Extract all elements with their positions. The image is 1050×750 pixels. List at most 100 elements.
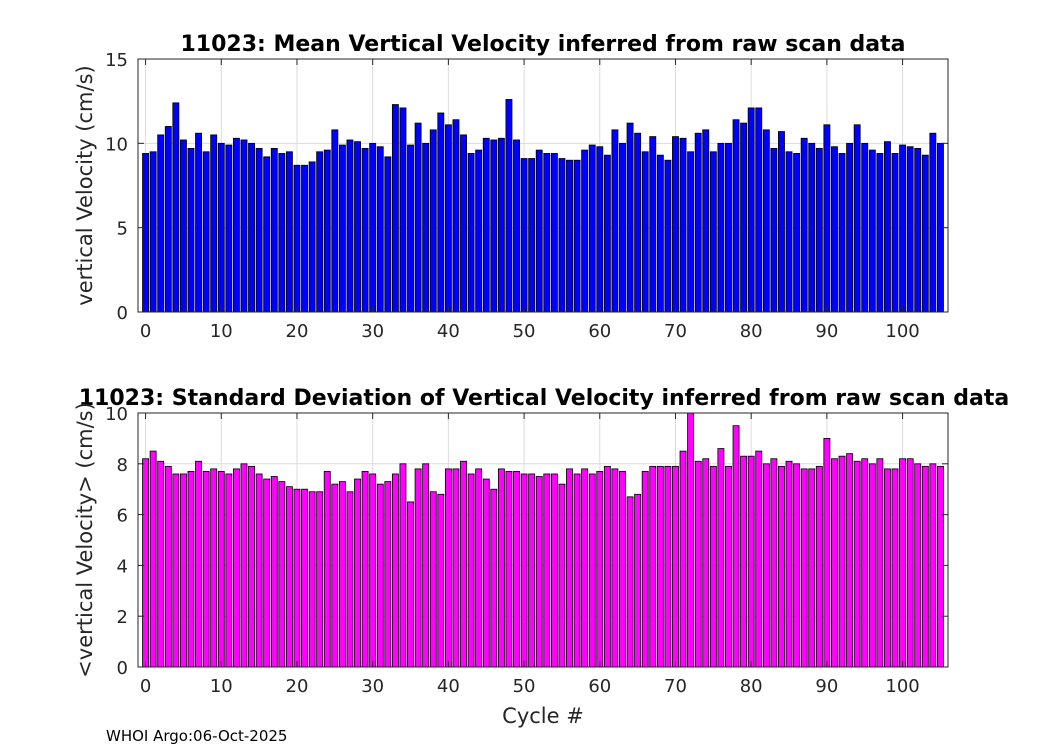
mean-velocity-bar xyxy=(210,134,218,313)
std-velocity-bar xyxy=(815,465,823,668)
mean-velocity-bar xyxy=(361,147,369,313)
std-velocity-bar xyxy=(255,473,263,668)
y-tick-label: 0 xyxy=(117,658,128,679)
mean-velocity-bar xyxy=(535,149,543,313)
mean-velocity-bar xyxy=(929,132,937,313)
mean-velocity-bar xyxy=(740,122,748,313)
x-tick-label: 60 xyxy=(588,676,611,697)
mean-velocity-bar xyxy=(399,107,407,313)
std-velocity-bar xyxy=(664,465,672,668)
std-velocity-bar xyxy=(778,465,785,668)
mean-velocity-bar xyxy=(142,153,149,313)
mean-velocity-axes: 0 10 20 30 40 50 60 70 80 90 100 0 5 10 15 11023: Mean… xyxy=(73,32,949,342)
std-velocity-bar xyxy=(914,463,922,668)
std-velocity-bar xyxy=(573,473,581,668)
mean-velocity-bar xyxy=(725,142,732,313)
mean-velocity-bar xyxy=(354,141,361,313)
std-velocity-bar xyxy=(747,455,755,668)
std-velocity-bar xyxy=(437,493,445,668)
std-velocity-bar xyxy=(391,473,399,668)
std-velocity-bar xyxy=(899,458,907,668)
std-velocity-bar xyxy=(876,458,884,668)
mean-velocity-bar xyxy=(346,139,354,313)
std-velocity-bar xyxy=(240,463,248,668)
std-velocity-bar xyxy=(210,468,218,668)
mean-velocity-bar xyxy=(232,137,240,313)
mean-velocity-bar xyxy=(823,124,831,313)
mean-velocity-bar xyxy=(240,139,248,313)
std-velocity-bar xyxy=(906,458,914,668)
mean-velocity-bar xyxy=(694,132,702,313)
std-velocity-bar xyxy=(937,465,944,668)
std-velocity-bar xyxy=(293,488,301,668)
mean-velocity-bar xyxy=(573,159,581,313)
std-velocity-bar xyxy=(338,481,346,668)
std-velocity-bar xyxy=(581,468,589,668)
mean-velocity-bar xyxy=(808,142,816,313)
mean-velocity-bar xyxy=(588,144,596,313)
std-velocity-bar xyxy=(270,476,278,668)
std-velocity-ylabel: <vertical Velocity> (cm/s) xyxy=(73,402,97,678)
std-velocity-bar xyxy=(929,463,937,668)
mean-velocity-bar xyxy=(868,149,876,313)
std-velocity-bar xyxy=(550,473,558,668)
std-velocity-bar xyxy=(838,455,846,668)
mean-velocity-bars xyxy=(142,99,944,313)
y-tick-label: 0 xyxy=(117,303,128,324)
mean-velocity-bar xyxy=(755,107,763,313)
std-velocity-bar xyxy=(354,478,361,668)
mean-velocity-bar xyxy=(323,149,331,313)
std-velocity-bar xyxy=(884,468,891,668)
std-velocity-bar xyxy=(308,491,316,668)
mean-velocity-bar xyxy=(906,146,914,313)
std-velocity-bar xyxy=(709,465,717,668)
mean-velocity-bar xyxy=(429,129,437,313)
x-tick-label: 20 xyxy=(286,321,309,342)
std-velocity-bar xyxy=(172,473,180,668)
x-tick-label: 40 xyxy=(437,676,460,697)
mean-velocity-bar xyxy=(891,153,899,313)
mean-velocity-bar xyxy=(921,154,929,313)
mean-velocity-bar xyxy=(414,122,422,313)
x-tick-label: 30 xyxy=(361,321,384,342)
std-velocity-bar xyxy=(164,465,172,668)
mean-velocity-bar xyxy=(603,154,611,313)
mean-velocity-bar xyxy=(391,104,399,313)
std-velocity-bar xyxy=(687,412,695,668)
x-tick-label: 50 xyxy=(513,321,536,342)
std-velocity-bar xyxy=(846,453,854,668)
mean-velocity-title: 11023: Mean Vertical Velocity inferred f… xyxy=(181,32,906,57)
mean-velocity-bar xyxy=(770,147,778,313)
mean-velocity-bar xyxy=(248,142,255,313)
mean-velocity-bar xyxy=(460,134,467,313)
std-velocity-bar xyxy=(770,458,778,668)
std-velocity-bar xyxy=(475,468,483,668)
mean-velocity-bar xyxy=(914,147,922,313)
mean-velocity-bar xyxy=(656,154,664,313)
mean-velocity-bar xyxy=(899,144,907,313)
std-velocity-bar xyxy=(853,460,861,668)
mean-velocity-axes-frame xyxy=(137,58,949,313)
x-tick-label: 60 xyxy=(588,321,611,342)
mean-velocity-bar xyxy=(679,137,687,313)
mean-velocity-bar xyxy=(376,146,384,313)
std-velocity-bar xyxy=(497,468,505,668)
std-velocity-bar xyxy=(921,465,929,668)
std-velocity-bar xyxy=(422,463,430,668)
mean-velocity-bar xyxy=(838,153,846,313)
y-tick-label: 2 xyxy=(117,607,128,628)
mean-velocity-bar xyxy=(308,161,316,313)
mean-velocity-bar xyxy=(255,147,263,313)
std-velocity-axes-frame xyxy=(137,412,949,668)
std-velocity-bar xyxy=(399,463,407,668)
mean-velocity-bar xyxy=(853,124,861,313)
mean-velocity-bar xyxy=(475,149,483,313)
std-velocity-bar xyxy=(740,455,748,668)
mean-velocity-bar xyxy=(800,137,808,313)
std-velocity-bar xyxy=(800,468,808,668)
std-velocity-bar xyxy=(467,473,475,668)
mean-velocity-bar xyxy=(157,134,165,313)
std-velocity-bar xyxy=(248,465,255,668)
std-velocity-bar xyxy=(285,486,293,668)
